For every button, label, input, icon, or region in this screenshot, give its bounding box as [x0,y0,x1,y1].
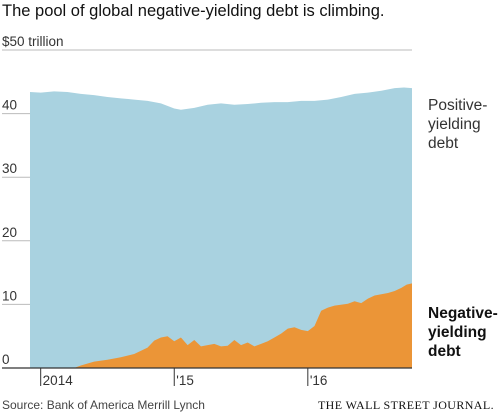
y-tick-label-10: 10 [2,288,17,303]
label-positive-line-2: debt [428,135,459,152]
x-axis-ticks: 2014 '15 '16 [40,368,328,388]
source-note: Source: Bank of America Merrill Lynch [2,398,205,412]
y-axis-ticks: 0 10 20 30 40 $50 trillion [2,34,64,367]
y-tick-label-40: 40 [2,98,17,113]
series-labels: Positive-yielding debt Negative-yielding de… [428,97,498,360]
label-negative-line-2: debt [428,343,461,360]
y-tick-label-0: 0 [2,352,10,367]
y-tick-label-30: 30 [2,161,17,176]
label-negative-line-1: yielding [428,324,487,341]
y-tick-label-20: 20 [2,225,17,240]
x-tick-label-2: '16 [310,373,328,388]
label-positive-line-0: Positive- [428,97,487,114]
y-axis-unit-label: $50 trillion [2,34,64,49]
negative-yielding-area [30,283,412,368]
chart-title: The pool of global negative-yielding deb… [2,2,385,20]
x-tick-label-0: 2014 [43,373,74,388]
publisher-logo: THE WALL STREET JOURNAL. [317,398,494,412]
label-negative-line-0: Negative- [428,305,498,322]
x-tick-label-1: '15 [176,373,194,388]
chart-areas [30,87,412,369]
positive-yielding-area [30,87,412,369]
label-positive-line-1: yielding [428,116,481,133]
